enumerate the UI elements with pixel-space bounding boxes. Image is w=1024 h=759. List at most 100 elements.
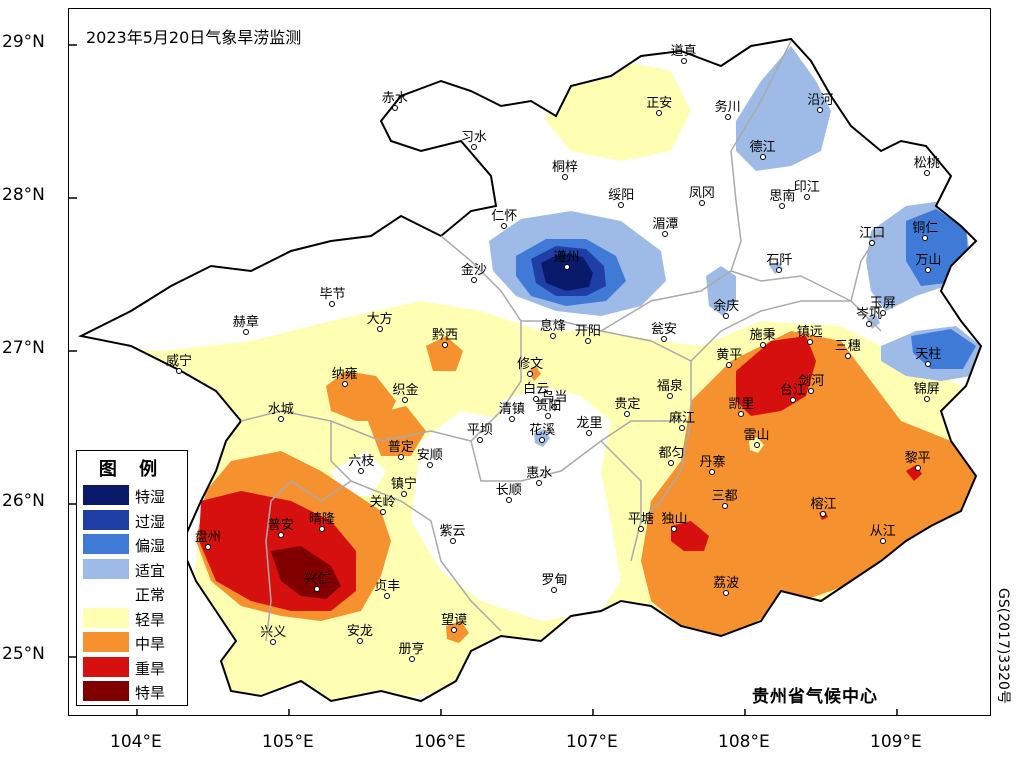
legend-swatch — [83, 656, 129, 677]
legend-label: 特旱 — [135, 684, 166, 702]
legend-label: 适宜 — [135, 561, 166, 580]
map-title: 2023年5月20日气象旱涝监测 — [86, 28, 302, 47]
city-marker — [527, 371, 534, 378]
city-label: 镇宁 — [390, 476, 417, 492]
city-label: 清镇 — [498, 401, 525, 417]
city-marker — [879, 538, 886, 545]
city-label: 兴仁 — [304, 571, 331, 587]
city-marker — [723, 313, 730, 320]
city-marker — [779, 203, 786, 210]
legend-swatch — [83, 534, 129, 554]
city-label: 册亨 — [398, 642, 425, 658]
legend-label: 过湿 — [135, 512, 166, 531]
legend-label: 正常 — [135, 586, 166, 604]
city-marker — [759, 342, 766, 349]
city-marker — [451, 626, 458, 633]
city-marker — [726, 362, 733, 369]
city-marker — [724, 114, 731, 121]
city-marker — [923, 169, 930, 176]
city-marker — [551, 587, 558, 594]
city-marker — [618, 201, 625, 208]
city-marker — [379, 509, 386, 516]
legend-item: 特旱 — [83, 681, 183, 702]
city-marker — [470, 276, 477, 283]
city-marker — [753, 441, 760, 448]
city-marker — [536, 480, 543, 487]
city-label: 贞丰 — [374, 579, 401, 595]
legend-swatch — [83, 509, 129, 530]
legend-item: 特湿 — [83, 485, 183, 506]
city-label: 望谟 — [441, 612, 468, 628]
city-label: 从江 — [869, 524, 896, 540]
latitude-label: 27°N — [2, 338, 45, 358]
city-marker — [545, 412, 552, 419]
city-marker — [709, 469, 716, 476]
city-marker — [759, 154, 766, 161]
city-label: 仁怀 — [491, 209, 518, 225]
city-label: 黎平 — [904, 450, 931, 466]
city-label: 三穗 — [834, 339, 861, 355]
city-marker — [329, 301, 336, 308]
city-label: 盘州 — [194, 530, 221, 546]
city-label: 麻江 — [669, 411, 696, 427]
legend-swatch — [83, 607, 129, 628]
legend-swatch — [83, 583, 129, 603]
city-marker — [533, 395, 540, 402]
city-marker — [925, 267, 932, 274]
city-marker — [844, 353, 851, 360]
city-label: 雷山 — [743, 427, 770, 443]
city-marker — [817, 106, 824, 113]
city-label: 荔波 — [713, 576, 740, 592]
city-label: 六枝 — [348, 453, 375, 469]
city-marker — [668, 460, 675, 467]
city-label: 凯里 — [728, 397, 755, 413]
city-marker — [376, 325, 383, 332]
city-label: 德江 — [749, 140, 776, 156]
city-label: 罗甸 — [541, 573, 568, 589]
city-label: 水城 — [267, 401, 294, 417]
legend-label: 中旱 — [135, 635, 166, 653]
city-label: 玉屏 — [869, 296, 896, 312]
city-label: 剑河 — [798, 374, 825, 390]
city-marker — [866, 320, 873, 327]
latitude-label: 25°N — [2, 644, 45, 664]
city-marker — [441, 342, 448, 349]
city-marker — [656, 109, 663, 116]
city-marker — [204, 544, 211, 551]
city-label: 沿河 — [807, 92, 834, 108]
city-label: 余庆 — [713, 299, 740, 315]
city-label: 印江 — [793, 180, 820, 195]
city-marker — [549, 333, 556, 340]
city-label: 惠水 — [526, 466, 553, 482]
city-marker — [666, 392, 673, 399]
city-label: 关岭 — [369, 495, 396, 511]
city-label: 纳雍 — [331, 366, 358, 382]
latitude-label: 29°N — [2, 32, 45, 52]
city-marker — [879, 310, 886, 317]
city-label: 凤冈 — [688, 186, 715, 202]
city-marker — [922, 235, 929, 242]
city-marker — [680, 57, 687, 64]
city-label: 遵州 — [553, 250, 580, 266]
city-label: 息烽 — [539, 319, 566, 335]
city-label: 乌当 — [541, 389, 568, 405]
legend-item: 过湿 — [83, 509, 183, 531]
city-label: 湄潭 — [652, 216, 679, 232]
city-label: 福泉 — [656, 378, 683, 394]
city-label: 榕江 — [810, 496, 837, 512]
city-marker — [721, 503, 728, 510]
city-label: 岑巩 — [856, 306, 883, 322]
city-label: 台江 — [780, 383, 807, 399]
city-marker — [738, 411, 745, 418]
city-label: 黔西 — [431, 328, 458, 344]
city-marker — [808, 388, 815, 395]
city-label: 紫云 — [439, 524, 466, 540]
longitude-label: 109°E — [870, 732, 922, 752]
longitude-label: 108°E — [718, 732, 770, 752]
city-label: 金沙 — [460, 262, 487, 278]
legend-item: 偏湿 — [83, 534, 183, 555]
city-label: 习水 — [460, 129, 487, 145]
city-marker — [358, 467, 365, 474]
city-marker — [501, 223, 508, 230]
city-marker — [508, 415, 515, 422]
